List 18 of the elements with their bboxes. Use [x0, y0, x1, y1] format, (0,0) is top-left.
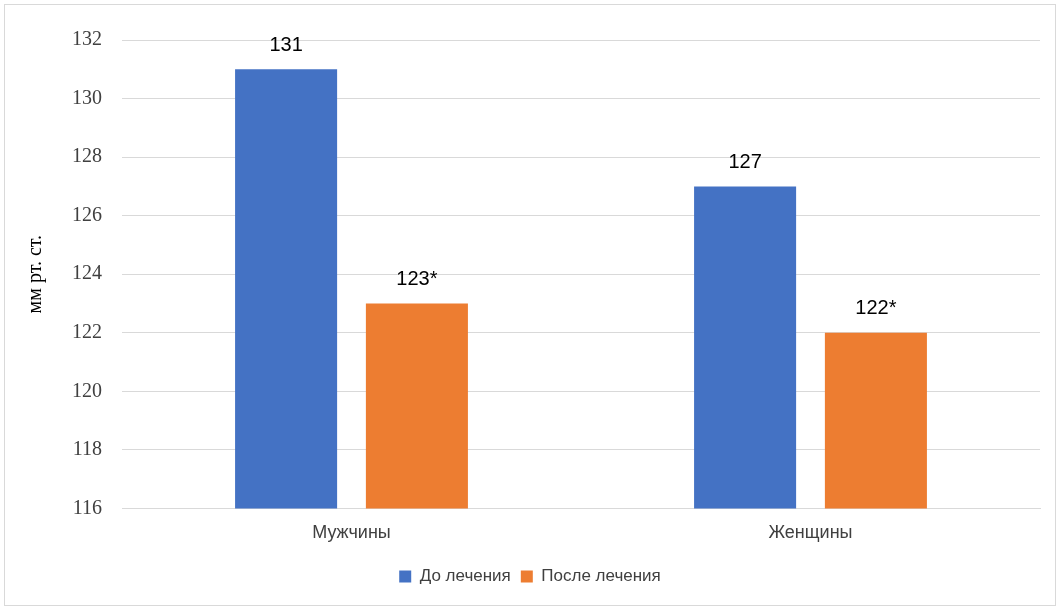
data-label: 131 [269, 32, 303, 55]
y-tick-label: 120 [72, 378, 102, 401]
legend-label: После лечения [541, 566, 661, 586]
y-tick-label: 118 [72, 437, 102, 460]
data-label: 127 [728, 149, 762, 172]
y-tick-label: 128 [72, 144, 102, 167]
y-tick-label: 132 [72, 27, 102, 50]
y-tick-label: 122 [72, 320, 102, 342]
y-tick-label: 116 [72, 495, 102, 518]
data-label: 122* [855, 296, 897, 319]
y-tick-label: 124 [72, 261, 102, 284]
y-tick-label: 130 [72, 85, 102, 108]
x-tick-label: Мужчины [312, 522, 391, 543]
legend-label: До лечения [419, 566, 511, 586]
data-label: 123* [396, 266, 438, 289]
y-axis-title: мм рт. ст. [23, 235, 47, 314]
x-tick-label: Женщины [768, 522, 853, 543]
y-tick-label: 126 [72, 202, 102, 225]
